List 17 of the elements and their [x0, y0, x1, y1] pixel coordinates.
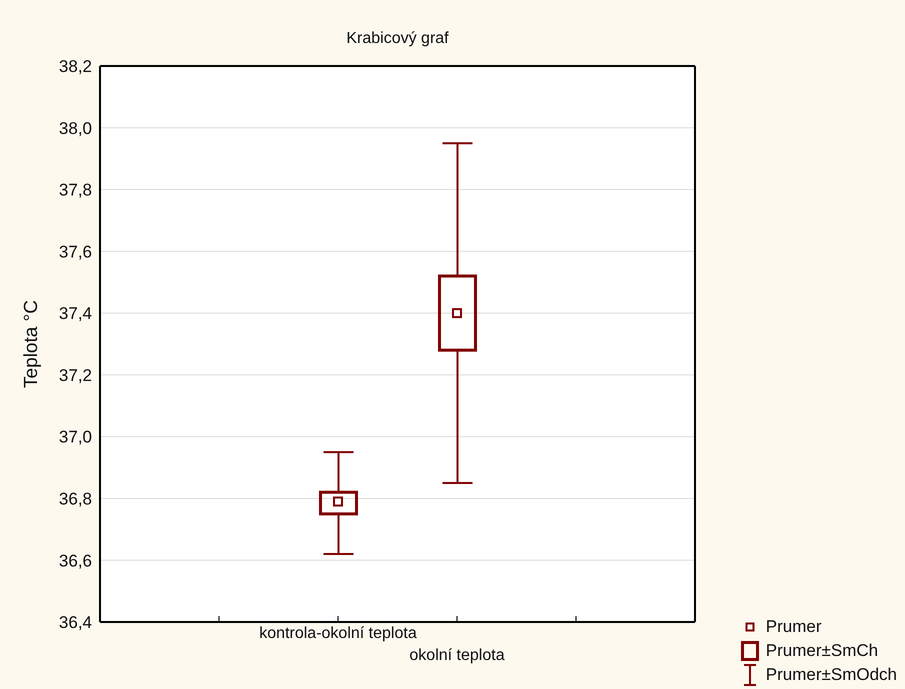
y-tick-label: 38,0: [58, 118, 92, 138]
chart-title: Krabicový graf: [345, 30, 450, 48]
text: Prumer±SmOdch: [766, 665, 897, 685]
y-tick-label: 37,2: [58, 366, 92, 385]
y-tick-label: 37,6: [58, 242, 92, 262]
x-tick-label: okolní teplota: [409, 647, 505, 664]
y-tick-label: 36,8: [58, 489, 92, 508]
text: Prumer: [766, 617, 822, 637]
y-tick-label: 37,4: [58, 304, 92, 324]
x-tick-label: kontrola-okolní teplota: [259, 625, 417, 642]
y-axis-title: Teplota °C: [21, 300, 43, 388]
text: Prumer±SmCh: [766, 641, 878, 661]
y-tick-label: 38,2: [58, 57, 92, 76]
y-tick-label: 37,0: [58, 428, 92, 447]
y-tick-label: 36,6: [58, 551, 92, 570]
y-tick-label: 36,4: [58, 613, 92, 632]
y-tick-label: 37,8: [58, 180, 92, 200]
